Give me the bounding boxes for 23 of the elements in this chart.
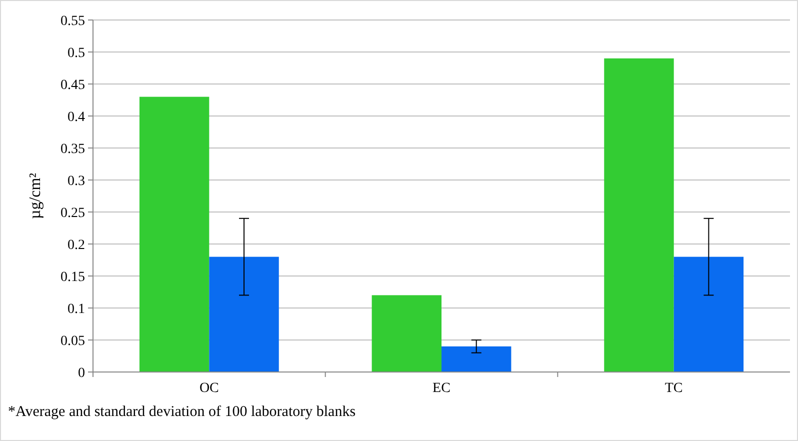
y-tick-label: 0.5 [68,46,85,61]
y-tick-label: 0.1 [68,302,85,317]
x-tick-label: OC [199,381,219,396]
x-tick-label: EC [432,381,450,396]
bar [209,256,279,372]
bar [139,96,210,372]
y-tick-label: 0.25 [60,206,85,221]
y-tick-label: 0.05 [60,334,85,349]
y-tick-label: 0.2 [68,238,85,253]
bar [372,295,442,372]
y-tick-label: 0.15 [60,270,85,285]
bar [674,256,744,372]
y-tick-label: 0.3 [68,174,85,189]
bar [442,346,512,372]
y-tick-label: 0.55 [60,14,85,29]
y-tick-label: 0.4 [68,110,85,125]
x-tick-label: TC [664,381,683,396]
y-axis-title: µg/cm² [27,172,44,220]
text: *Average and standard deviation of 100 laboratory blanks [8,404,356,420]
y-tick-label: 0.45 [60,78,85,93]
y-tick-label: 0.35 [60,142,85,157]
bar [604,58,674,372]
y-tick-label: 0 [78,366,85,381]
